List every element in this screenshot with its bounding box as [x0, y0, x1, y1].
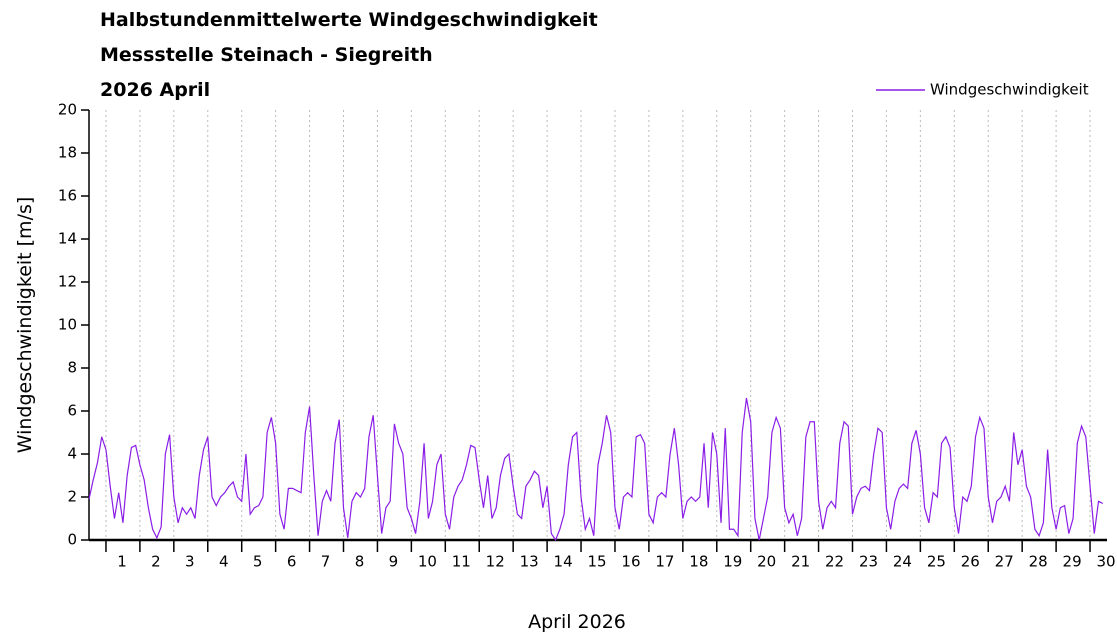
- x-tick-label: 23: [859, 553, 878, 571]
- x-tick-label: 9: [389, 553, 399, 571]
- y-tick-label: 10: [58, 316, 77, 334]
- x-tick-label: 25: [927, 553, 946, 571]
- y-tick-label: 16: [58, 187, 77, 205]
- x-tick-label: 7: [321, 553, 331, 571]
- x-tick-label: 2: [151, 553, 161, 571]
- x-tick-label: 27: [995, 553, 1014, 571]
- y-tick-label: 8: [67, 359, 77, 377]
- x-tick-label: 22: [825, 553, 844, 571]
- x-tick-label: 15: [587, 553, 606, 571]
- y-tick-label: 4: [67, 445, 77, 463]
- y-tick-label: 12: [58, 273, 77, 291]
- x-tick-label: 3: [185, 553, 195, 571]
- x-tick-label: 28: [1029, 553, 1048, 571]
- x-tick-label: 24: [893, 553, 912, 571]
- data-line: [88, 397, 1104, 542]
- x-tick-label: 5: [253, 553, 263, 571]
- x-tick-label: 21: [791, 553, 810, 571]
- x-tick-label: 8: [355, 553, 365, 571]
- y-tick-label: 20: [58, 101, 77, 119]
- x-tick-label: 13: [520, 553, 539, 571]
- x-axis-label: April 2026: [528, 611, 626, 633]
- legend-label: Windgeschwindigkeit: [930, 81, 1089, 99]
- chart-period: 2026 April: [100, 79, 210, 101]
- y-axis-label: Windgeschwindigkeit [m/s]: [14, 197, 36, 454]
- x-tick-label: 6: [287, 553, 297, 571]
- x-tick-label: 10: [418, 553, 437, 571]
- x-tick-label: 11: [452, 553, 471, 571]
- x-tick-label: 12: [486, 553, 505, 571]
- x-tick-label: 14: [554, 553, 573, 571]
- x-tick-label: 30: [1096, 553, 1115, 571]
- x-tick-label: 4: [219, 553, 229, 571]
- x-tick-label: 20: [757, 553, 776, 571]
- x-tick-label: 1: [117, 553, 127, 571]
- x-tick-label: 26: [961, 553, 980, 571]
- x-tick-label: 19: [723, 553, 742, 571]
- y-tick-label: 14: [58, 230, 77, 248]
- y-tick-label: 0: [67, 531, 77, 549]
- y-tick-label: 6: [67, 402, 77, 420]
- chart-title: Halbstundenmittelwerte Windgeschwindigke…: [100, 9, 598, 31]
- chart-subtitle: Messstelle Steinach - Siegreith: [100, 44, 433, 66]
- x-tick-label: 29: [1063, 553, 1082, 571]
- y-tick-label: 18: [58, 144, 77, 162]
- x-tick-label: 18: [689, 553, 708, 571]
- x-tick-label: 17: [655, 553, 674, 571]
- x-tick-label: 16: [621, 553, 640, 571]
- y-tick-label: 2: [67, 488, 77, 506]
